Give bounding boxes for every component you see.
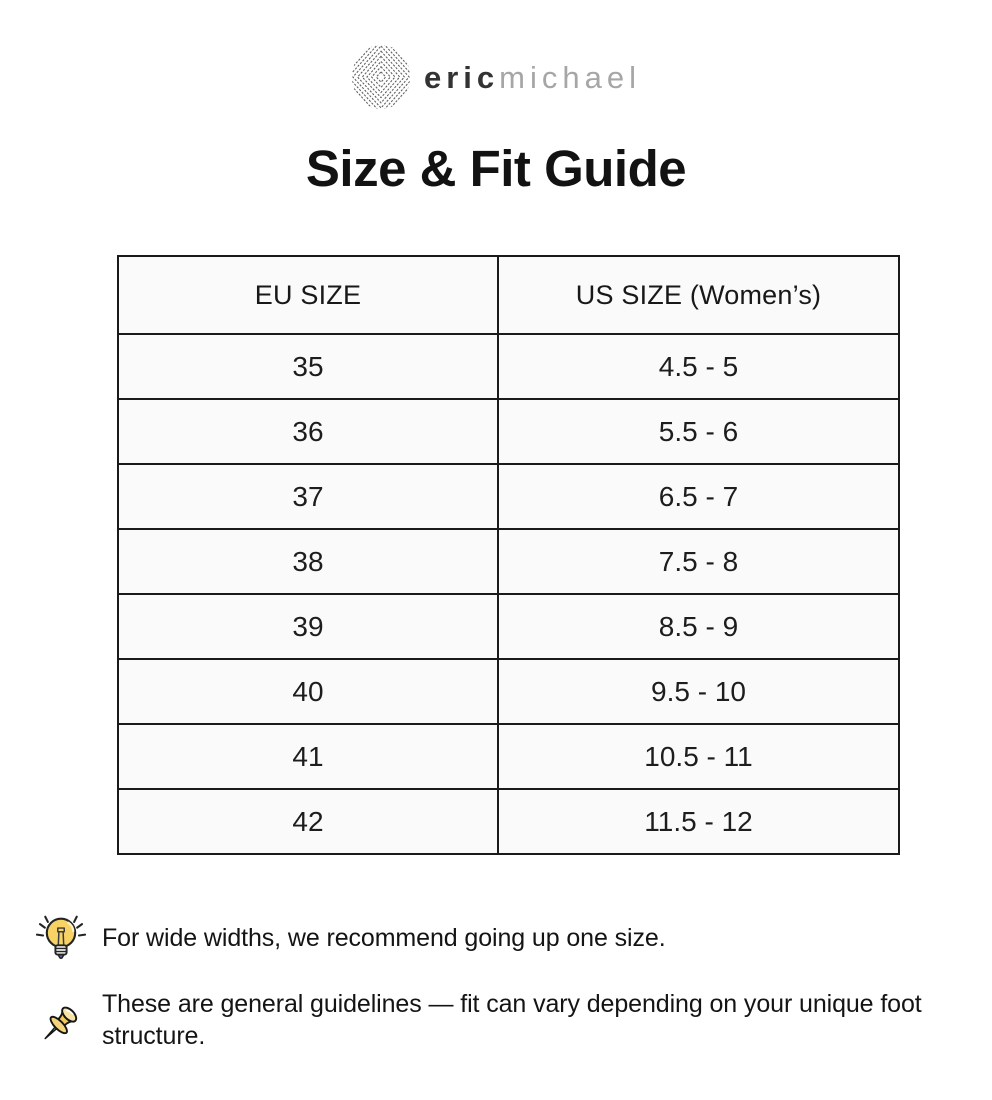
brand-name-primary: eric: [424, 59, 500, 95]
table-cell: 4.5 - 5: [497, 333, 900, 401]
page-title: Size & Fit Guide: [305, 140, 687, 197]
brand-logo-mark-icon: [351, 45, 411, 109]
table-cell: 11.5 - 12: [497, 788, 900, 856]
table-row: 36 5.5 - 6: [117, 398, 900, 466]
table-header-us-size: US SIZE (Women’s): [497, 255, 900, 336]
size-table: EU SIZE US SIZE (Women’s) 35 4.5 - 5 36 5.5…: [117, 255, 900, 856]
lightbulb-icon: [35, 915, 87, 960]
table-row: 35 4.5 - 5: [117, 333, 900, 401]
table-row: 37 6.5 - 7: [117, 463, 900, 531]
table-cell: 8.5 - 9: [497, 593, 900, 661]
note-wide-widths: For wide widths, we recommend going up o…: [33, 911, 992, 967]
table-row: 40 9.5 - 10: [117, 658, 900, 726]
table-cell: 37: [117, 463, 499, 531]
note-text-wide-widths: For wide widths, we recommend going up o…: [102, 924, 666, 953]
table-cell: 5.5 - 6: [497, 398, 900, 466]
brand-name-secondary: michael: [499, 59, 641, 95]
notes-section: For wide widths, we recommend going up o…: [33, 911, 992, 1053]
brand-logo: ericmichael: [0, 0, 992, 110]
table-header-eu-size: EU SIZE: [117, 255, 499, 336]
table-cell: 41: [117, 723, 499, 791]
table-cell: 36: [117, 398, 499, 466]
table-cell: 10.5 - 11: [497, 723, 900, 791]
table-row: 38 7.5 - 8: [117, 528, 900, 596]
note-text-guidelines: These are general guidelines — fit can v…: [102, 990, 922, 1050]
pushpin-icon: [44, 1006, 78, 1040]
note-guidelines: These are general guidelines — fit can v…: [33, 989, 992, 1053]
table-header-row: EU SIZE US SIZE (Women’s): [117, 255, 900, 336]
table-cell: 42: [117, 788, 499, 856]
table-row: 41 10.5 - 11: [117, 723, 900, 791]
table-cell: 6.5 - 7: [497, 463, 900, 531]
table-cell: 38: [117, 528, 499, 596]
table-row: 39 8.5 - 9: [117, 593, 900, 661]
table-row: 42 11.5 - 12: [117, 788, 900, 856]
size-table-body: 35 4.5 - 5 36 5.5 - 6 37 6.5 - 7 38 7.5 - 8 39 8.…: [117, 333, 900, 856]
table-cell: 7.5 - 8: [497, 528, 900, 596]
table-cell: 35: [117, 333, 499, 401]
table-cell: 40: [117, 658, 499, 726]
table-cell: 9.5 - 10: [497, 658, 900, 726]
table-cell: 39: [117, 593, 499, 661]
brand-name: ericmichael: [424, 62, 641, 93]
